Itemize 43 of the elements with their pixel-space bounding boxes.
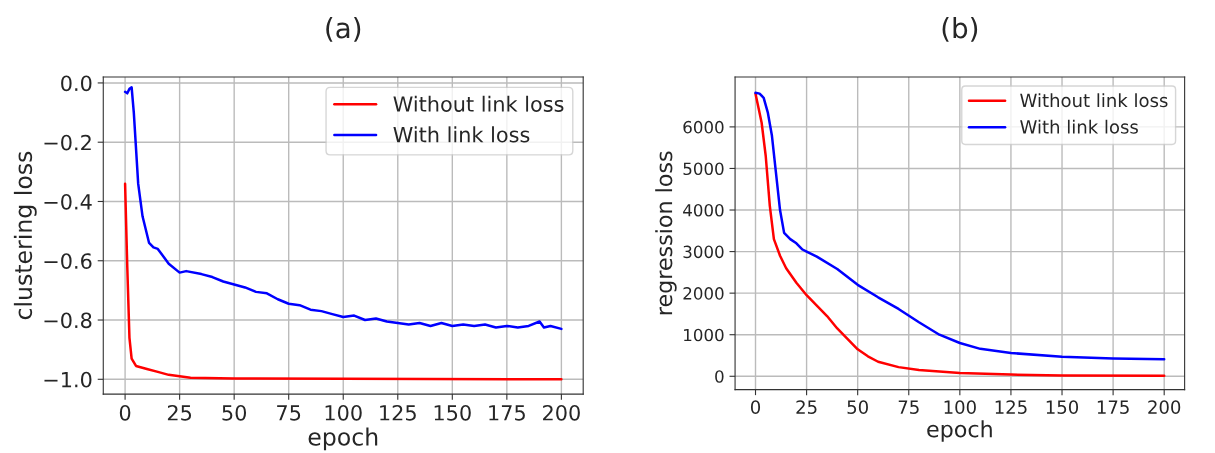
x-tick-label: 25	[167, 404, 192, 421]
y-axis-title: clustering loss	[13, 151, 37, 320]
x-tick-label: 200	[1148, 400, 1181, 414]
x-tick-label: 50	[847, 400, 868, 414]
legend-label: With link loss	[1020, 119, 1138, 134]
x-tick-label: 200	[543, 404, 580, 421]
y-tick-label: 1000	[684, 328, 724, 342]
legend-label: Without link loss	[393, 95, 564, 112]
x-tick-label: 0	[119, 404, 131, 421]
y-tick-label: 4000	[683, 203, 724, 217]
x-tick-label: 175	[1097, 400, 1129, 414]
line-series	[123, 182, 563, 381]
x-tick-label: 100	[325, 404, 362, 421]
chart-title: (a)	[326, 17, 361, 42]
x-tick-label: 75	[898, 400, 919, 414]
y-tick-label: 2000	[683, 287, 724, 300]
chart-title: (b)	[942, 17, 978, 42]
y-tick-label: −0.4	[44, 193, 92, 210]
y-tick-label: −0.2	[44, 134, 91, 151]
x-tick-label: 75	[277, 405, 301, 421]
y-tick-label: 0	[715, 370, 724, 383]
y-tick-label: 0.0	[61, 75, 92, 92]
y-tick-label: −0.8	[44, 312, 92, 329]
x-tick-label: 150	[1046, 400, 1079, 414]
y-tick-label: −0.6	[44, 253, 92, 269]
legend-label: Without link loss	[1020, 93, 1168, 108]
y-tick-label: 3000	[683, 245, 724, 259]
x-tick-label: 125	[380, 404, 416, 421]
x-tick-label: 0	[750, 400, 761, 414]
y-tick-label: 6000	[683, 120, 724, 134]
x-tick-label: 175	[489, 405, 525, 421]
legend-label: With link loss	[393, 126, 530, 143]
x-axis-title: epoch	[308, 427, 378, 451]
x-axis-title: epoch	[927, 420, 992, 442]
y-tick-label: 5000	[683, 162, 724, 176]
x-tick-label: 100	[944, 400, 976, 414]
x-tick-label: 50	[222, 404, 247, 421]
x-tick-label: 25	[796, 400, 817, 414]
line-series	[123, 86, 563, 331]
y-axis-title: regression loss	[655, 151, 677, 315]
x-tick-label: 125	[995, 400, 1027, 414]
y-tick-label: −1.0	[44, 371, 92, 388]
x-tick-label: 150	[434, 404, 471, 421]
